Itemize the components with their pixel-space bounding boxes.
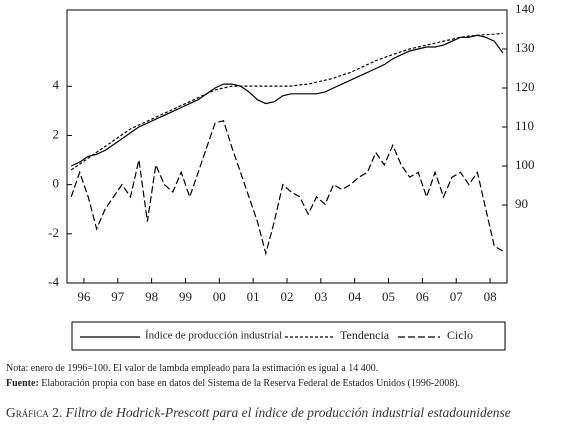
caption-label: Gráfica 2. [6,405,63,420]
x-tick-label: 05 [382,289,395,304]
y2-tick-label: 140 [515,1,535,16]
legend-label: Tendencia [340,328,390,342]
series-line [70,34,504,167]
series-line [70,119,504,256]
x-tick-label: 96 [77,289,91,304]
source-label: Fuente: [6,378,39,389]
y2-tick-label: 110 [515,118,534,133]
x-tick-label: 99 [179,289,192,304]
x-tick-label: 08 [484,289,497,304]
y2-tick-label: 120 [515,79,535,94]
legend-label: Índice de producción industrial [145,330,282,342]
y2-tick-label: 90 [515,196,528,211]
note: Nota: enero de 1996=100. El valor de lam… [6,363,379,374]
x-tick-label: 00 [213,289,226,304]
caption: Gráfica 2. Filtro de Hodrick-Prescott pa… [6,405,511,421]
legend-label: Ciclo [447,328,473,342]
source: Fuente: Elaboración propia con base en d… [6,378,460,389]
y-tick-label: -4 [48,274,59,289]
y2-tick-label: 130 [515,40,535,55]
legend-frame [71,321,506,351]
plot-frame [66,9,508,284]
x-tick-label: 07 [450,289,464,304]
y-tick-label: 2 [53,126,60,141]
x-tick-label: 97 [111,289,125,304]
y-tick-label: -2 [48,225,59,240]
x-tick-label: 02 [281,289,294,304]
y-tick-label: 4 [53,77,60,92]
x-tick-label: 01 [247,289,260,304]
caption-text: Filtro de Hodrick-Prescott para el índic… [65,405,511,420]
x-tick-label: 03 [314,289,327,304]
y-tick-label: 0 [53,176,60,191]
y2-tick-label: 100 [515,157,535,172]
source-text: Elaboración propia con base en datos del… [41,378,461,389]
x-tick-label: 04 [348,289,362,304]
x-tick-label: 98 [145,289,158,304]
x-tick-label: 06 [416,289,430,304]
series-line [70,32,503,171]
